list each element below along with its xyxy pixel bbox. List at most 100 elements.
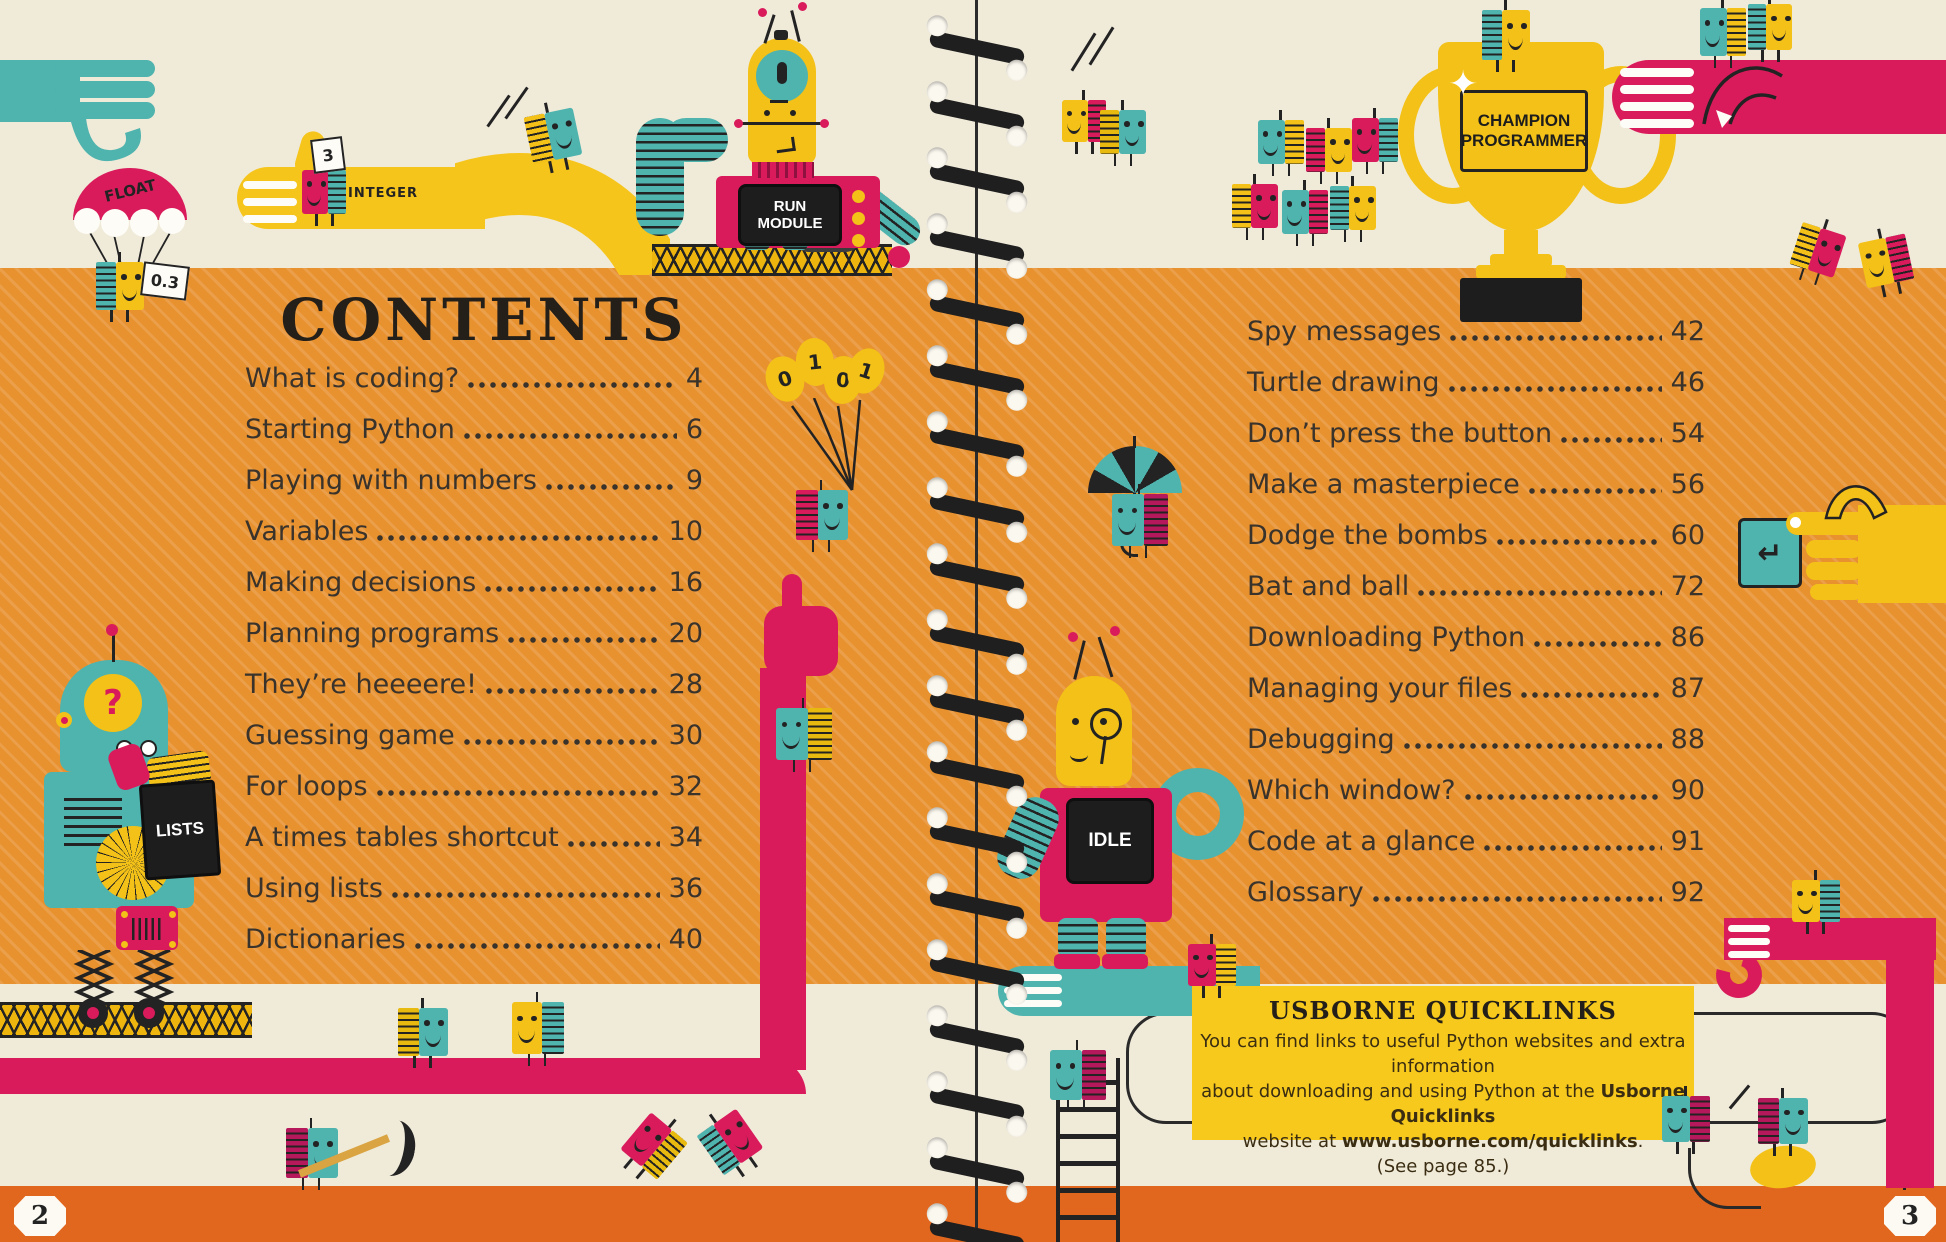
toc-left: What is coding? 4 Starting Python 6 Playin… bbox=[245, 365, 703, 977]
finger-gap bbox=[1004, 1000, 1062, 1007]
page-number-left: 2 bbox=[14, 1196, 66, 1236]
quicklinks-title: USBORNE QUICKLINKS bbox=[1269, 996, 1617, 1025]
antenna bbox=[790, 10, 801, 42]
toc-entry: Don’t press the button 54 bbox=[1247, 418, 1705, 449]
robot-arm-bellows bbox=[664, 118, 728, 162]
dotted-leader bbox=[468, 382, 677, 388]
robot-character bbox=[620, 1112, 688, 1180]
wheel-hub bbox=[143, 1007, 155, 1019]
dotted-leader bbox=[1464, 794, 1662, 800]
robot-cap bbox=[774, 30, 788, 40]
quicklinks-line: website at www.usborne.com/quicklinks. bbox=[1242, 1131, 1644, 1152]
balloon-strings bbox=[790, 397, 880, 502]
robot-character bbox=[1112, 484, 1168, 558]
monocle-icon bbox=[1090, 708, 1122, 740]
lattice-track bbox=[652, 244, 892, 276]
robot-character bbox=[1662, 1086, 1710, 1154]
curled-finger bbox=[1806, 540, 1862, 558]
eye bbox=[764, 110, 770, 116]
finger-gap bbox=[1620, 102, 1694, 111]
antenna-tip bbox=[758, 8, 767, 17]
toc-entry: Which window? 90 bbox=[1247, 775, 1705, 806]
toc-entry: Managing your files 87 bbox=[1247, 673, 1705, 704]
robot-mouth bbox=[775, 136, 796, 154]
dotted-leader bbox=[1521, 692, 1662, 698]
robot-character bbox=[1306, 118, 1352, 184]
toc-entry: Starting Python 6 bbox=[245, 414, 703, 445]
glasses-temple bbox=[820, 119, 829, 128]
bulb-icon bbox=[777, 62, 787, 84]
teal-hand-icon bbox=[0, 52, 165, 181]
knob bbox=[852, 234, 865, 247]
dotted-leader bbox=[1484, 845, 1662, 851]
finger-gap bbox=[243, 181, 297, 189]
page-number-right: 3 bbox=[1884, 1196, 1936, 1236]
knob bbox=[852, 212, 865, 225]
trophy-text: PROGRAMMER bbox=[1460, 131, 1588, 150]
robot-character bbox=[1100, 100, 1146, 166]
dotted-leader bbox=[1418, 590, 1662, 596]
robot-character bbox=[1748, 0, 1792, 62]
toc-entry: Variables 10 bbox=[245, 516, 703, 547]
finger-highlight bbox=[1790, 517, 1801, 528]
robot-hand bbox=[888, 246, 910, 268]
robot-character bbox=[1700, 0, 1746, 68]
glasses-temple bbox=[734, 119, 743, 128]
toc-entry: Making decisions 16 bbox=[245, 567, 703, 598]
trophy-base bbox=[1490, 254, 1552, 267]
eye bbox=[1072, 718, 1079, 725]
dotted-leader bbox=[545, 484, 677, 490]
robot-character bbox=[1758, 1088, 1808, 1156]
robot-character bbox=[96, 252, 144, 322]
robot-character bbox=[696, 1108, 764, 1176]
umbrella-tip bbox=[1133, 436, 1136, 448]
dotted-leader bbox=[1561, 437, 1662, 443]
robot-character bbox=[796, 480, 848, 552]
dotted-leader bbox=[414, 943, 660, 949]
finger-gap bbox=[243, 198, 297, 206]
robot-character bbox=[1232, 174, 1278, 240]
trophy-stem bbox=[1504, 230, 1538, 256]
knob bbox=[852, 190, 865, 203]
run-module-label: RUN bbox=[773, 198, 807, 215]
thumb-icon bbox=[1818, 472, 1898, 524]
robot-character bbox=[398, 998, 448, 1068]
dotted-leader bbox=[508, 637, 660, 643]
toc-entry: For loops 32 bbox=[245, 771, 703, 802]
motion-line bbox=[504, 86, 529, 120]
robot-character bbox=[1258, 110, 1304, 176]
robot-character bbox=[1792, 870, 1840, 934]
integer-value-sign: 3 bbox=[310, 136, 346, 174]
glasses-icon bbox=[740, 122, 824, 125]
eyebrow bbox=[770, 100, 788, 103]
curled-finger bbox=[1810, 584, 1862, 600]
toc-entry: They’re heeeere! 28 bbox=[245, 669, 703, 700]
robot-character bbox=[776, 698, 832, 772]
antenna-tip bbox=[1068, 632, 1078, 642]
toc-entry: Planning programs 20 bbox=[245, 618, 703, 649]
panel-ticks bbox=[132, 918, 164, 940]
finger-gap bbox=[1620, 119, 1694, 128]
dotted-leader bbox=[1372, 896, 1662, 902]
pointing-hand-icon bbox=[1858, 505, 1946, 603]
robot-leg bbox=[1058, 918, 1098, 958]
motion-line bbox=[486, 94, 511, 128]
idle-label: IDLE bbox=[1088, 830, 1132, 851]
sparkle-icon: ✦ bbox=[1448, 64, 1479, 105]
finger-gap bbox=[1004, 974, 1062, 981]
finger-gap bbox=[243, 215, 297, 223]
toc-entry: Dodge the bombs 60 bbox=[1247, 520, 1705, 551]
fist-icon bbox=[764, 606, 838, 676]
quicklinks-line: (See page 85.) bbox=[1376, 1156, 1510, 1177]
toc-entry: Glossary 92 bbox=[1247, 877, 1705, 908]
pickaxe-icon bbox=[367, 1116, 420, 1180]
dotted-leader bbox=[1448, 386, 1662, 392]
quicklinks-line: about downloading and using Python at th… bbox=[1201, 1081, 1685, 1127]
float-value-sign: 0.3 bbox=[140, 261, 190, 301]
robot-character bbox=[523, 107, 583, 165]
toc-entry: Playing with numbers 9 bbox=[245, 465, 703, 496]
robot-foot bbox=[1102, 954, 1148, 969]
dotted-leader bbox=[1534, 641, 1662, 647]
robot-character bbox=[1330, 176, 1376, 242]
